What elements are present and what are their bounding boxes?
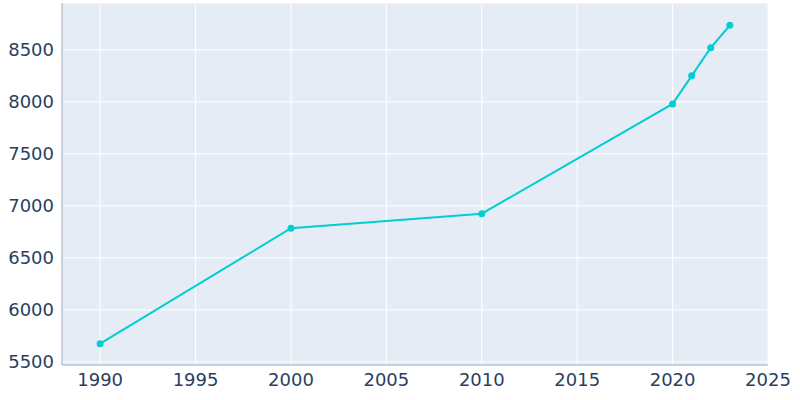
svg-text:2025: 2025	[745, 369, 791, 390]
svg-text:2010: 2010	[459, 369, 505, 390]
svg-text:2020: 2020	[650, 369, 696, 390]
svg-text:8500: 8500	[8, 39, 54, 60]
svg-text:1995: 1995	[173, 369, 219, 390]
svg-text:2000: 2000	[268, 369, 314, 390]
svg-text:8000: 8000	[8, 91, 54, 112]
svg-text:6500: 6500	[8, 247, 54, 268]
svg-text:6000: 6000	[8, 299, 54, 320]
svg-text:7500: 7500	[8, 143, 54, 164]
svg-text:5500: 5500	[8, 351, 54, 372]
svg-text:2005: 2005	[363, 369, 409, 390]
svg-text:2015: 2015	[554, 369, 600, 390]
svg-text:1990: 1990	[77, 369, 123, 390]
svg-text:7000: 7000	[8, 195, 54, 216]
